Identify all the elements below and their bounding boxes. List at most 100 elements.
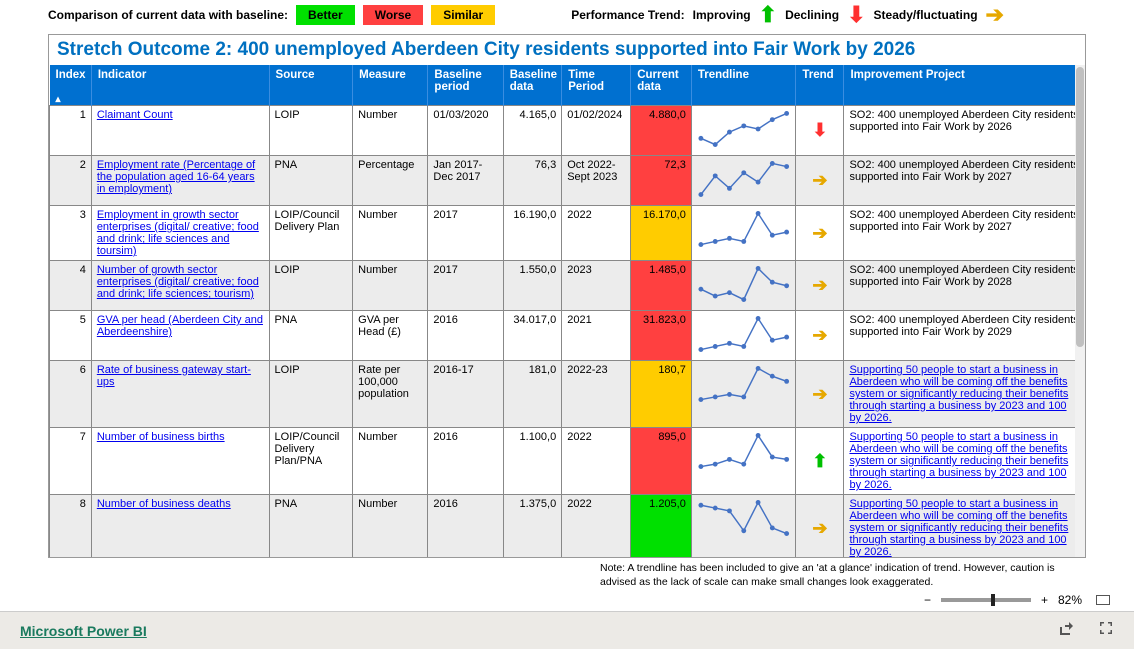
cell-time-period: Oct 2022-Sept 2023 bbox=[562, 156, 631, 206]
cell-measure: GVA per Head (£) bbox=[353, 311, 428, 361]
legend-steady-label: Steady/fluctuating bbox=[874, 8, 978, 22]
cell-baseline-period: 2016 bbox=[428, 428, 503, 495]
indicator-link[interactable]: Number of business births bbox=[97, 431, 225, 443]
footnote: Note: A trendline has been included to g… bbox=[0, 562, 1086, 589]
indicator-link[interactable]: Number of business deaths bbox=[97, 498, 231, 510]
cell-trend: ⬆ bbox=[796, 428, 844, 495]
trend-arrow-icon: ⬆ bbox=[812, 451, 827, 472]
table-row: 3 Employment in growth sector enterprise… bbox=[50, 206, 1085, 261]
cell-index: 7 bbox=[50, 428, 92, 495]
vertical-scrollbar[interactable] bbox=[1075, 65, 1085, 557]
col-trend[interactable]: Trend bbox=[796, 65, 844, 106]
cell-trendline bbox=[691, 311, 796, 361]
cell-source: PNA bbox=[269, 311, 353, 361]
scrollbar-thumb[interactable] bbox=[1076, 67, 1084, 347]
cell-baseline-period: Jan 2017-Dec 2017 bbox=[428, 156, 503, 206]
trend-arrow-icon: ➔ bbox=[812, 325, 827, 346]
cell-source: LOIP bbox=[269, 261, 353, 311]
table-scroll-region[interactable]: Index Indicator Source Measure Baseline … bbox=[49, 65, 1085, 557]
trend-label: Performance Trend: bbox=[571, 8, 684, 22]
cell-project: SO2: 400 unemployed Aberdeen City reside… bbox=[844, 156, 1085, 206]
trend-arrow-icon: ⬇ bbox=[812, 120, 827, 141]
badge-similar: Similar bbox=[431, 5, 495, 25]
cell-time-period: 2022 bbox=[562, 206, 631, 261]
indicator-link[interactable]: GVA per head (Aberdeen City and Aberdeen… bbox=[97, 314, 263, 338]
col-baseline-data[interactable]: Baseline data bbox=[503, 65, 562, 106]
col-measure[interactable]: Measure bbox=[353, 65, 428, 106]
col-source[interactable]: Source bbox=[269, 65, 353, 106]
trend-arrow-icon: ➔ bbox=[812, 384, 827, 405]
cell-project: SO2: 400 unemployed Aberdeen City reside… bbox=[844, 206, 1085, 261]
cell-trendline bbox=[691, 106, 796, 156]
project-text: SO2: 400 unemployed Aberdeen City reside… bbox=[849, 264, 1078, 288]
trend-arrow-icon: ➔ bbox=[812, 518, 827, 539]
cell-current-data: 1.205,0 bbox=[631, 495, 692, 558]
zoom-in-button[interactable]: + bbox=[1041, 593, 1048, 607]
arrow-right-icon: ➔ bbox=[986, 4, 1004, 26]
cell-trend: ⬇ bbox=[796, 106, 844, 156]
share-icon[interactable] bbox=[1058, 620, 1074, 641]
cell-time-period: 2022 bbox=[562, 495, 631, 558]
badge-better: Better bbox=[296, 5, 355, 25]
zoom-bar: − + 82% bbox=[0, 591, 1134, 611]
cell-baseline-data: 181,0 bbox=[503, 361, 562, 428]
cell-project: Supporting 50 people to start a business… bbox=[844, 495, 1085, 558]
cell-source: LOIP bbox=[269, 361, 353, 428]
cell-measure: Rate per 100,000 population bbox=[353, 361, 428, 428]
fit-to-page-icon[interactable] bbox=[1096, 595, 1110, 605]
badge-worse: Worse bbox=[363, 5, 423, 25]
legend-bar: Comparison of current data with baseline… bbox=[0, 0, 1134, 34]
cell-measure: Number bbox=[353, 428, 428, 495]
cell-project: SO2: 400 unemployed Aberdeen City reside… bbox=[844, 106, 1085, 156]
indicator-link[interactable]: Rate of business gateway start-ups bbox=[97, 364, 251, 388]
col-indicator[interactable]: Indicator bbox=[91, 65, 269, 106]
cell-baseline-data: 4.165,0 bbox=[503, 106, 562, 156]
cell-trendline bbox=[691, 495, 796, 558]
cell-baseline-period: 2017 bbox=[428, 261, 503, 311]
cell-trend: ➔ bbox=[796, 261, 844, 311]
col-trendline[interactable]: Trendline bbox=[691, 65, 796, 106]
cell-source: PNA bbox=[269, 156, 353, 206]
col-baseline-period[interactable]: Baseline period bbox=[428, 65, 503, 106]
legend-improving-label: Improving bbox=[693, 8, 751, 22]
project-text: SO2: 400 unemployed Aberdeen City reside… bbox=[849, 209, 1078, 233]
cell-source: LOIP/Council Delivery Plan/PNA bbox=[269, 428, 353, 495]
project-text: SO2: 400 unemployed Aberdeen City reside… bbox=[849, 109, 1078, 133]
table-row: 1 Claimant Count LOIP Number 01/03/2020 … bbox=[50, 106, 1085, 156]
indicator-link[interactable]: Employment in growth sector enterprises … bbox=[97, 209, 259, 257]
cell-measure: Number bbox=[353, 106, 428, 156]
project-link[interactable]: Supporting 50 people to start a business… bbox=[849, 498, 1068, 557]
panel-title: Stretch Outcome 2: 400 unemployed Aberde… bbox=[49, 35, 1085, 65]
col-index[interactable]: Index bbox=[50, 65, 92, 106]
cell-indicator: Number of business deaths bbox=[91, 495, 269, 558]
cell-indicator: Employment rate (Percentage of the popul… bbox=[91, 156, 269, 206]
cell-index: 1 bbox=[50, 106, 92, 156]
zoom-out-button[interactable]: − bbox=[924, 593, 931, 607]
cell-project: Supporting 50 people to start a business… bbox=[844, 428, 1085, 495]
project-link[interactable]: Supporting 50 people to start a business… bbox=[849, 431, 1068, 491]
cell-trend: ➔ bbox=[796, 156, 844, 206]
indicator-link[interactable]: Claimant Count bbox=[97, 109, 173, 121]
indicator-link[interactable]: Employment rate (Percentage of the popul… bbox=[97, 159, 255, 195]
col-time-period[interactable]: Time Period bbox=[562, 65, 631, 106]
cell-baseline-data: 76,3 bbox=[503, 156, 562, 206]
cell-project: Supporting 50 people to start a business… bbox=[844, 361, 1085, 428]
cell-trend: ➔ bbox=[796, 311, 844, 361]
table-row: 7 Number of business births LOIP/Council… bbox=[50, 428, 1085, 495]
data-table: Index Indicator Source Measure Baseline … bbox=[49, 65, 1085, 557]
zoom-slider[interactable] bbox=[941, 598, 1031, 602]
cell-baseline-period: 2017 bbox=[428, 206, 503, 261]
indicator-link[interactable]: Number of growth sector enterprises (dig… bbox=[97, 264, 259, 300]
cell-time-period: 01/02/2024 bbox=[562, 106, 631, 156]
fullscreen-icon[interactable] bbox=[1098, 620, 1114, 641]
cell-indicator: Number of business births bbox=[91, 428, 269, 495]
cell-current-data: 4.880,0 bbox=[631, 106, 692, 156]
cell-baseline-data: 1.375,0 bbox=[503, 495, 562, 558]
powerbi-brand-link[interactable]: Microsoft Power BI bbox=[20, 623, 147, 639]
cell-index: 5 bbox=[50, 311, 92, 361]
project-link[interactable]: Supporting 50 people to start a business… bbox=[849, 364, 1068, 424]
cell-measure: Number bbox=[353, 495, 428, 558]
arrow-down-icon: ⬇ bbox=[847, 4, 865, 26]
col-current-data[interactable]: Current data bbox=[631, 65, 692, 106]
col-project[interactable]: Improvement Project bbox=[844, 65, 1085, 106]
